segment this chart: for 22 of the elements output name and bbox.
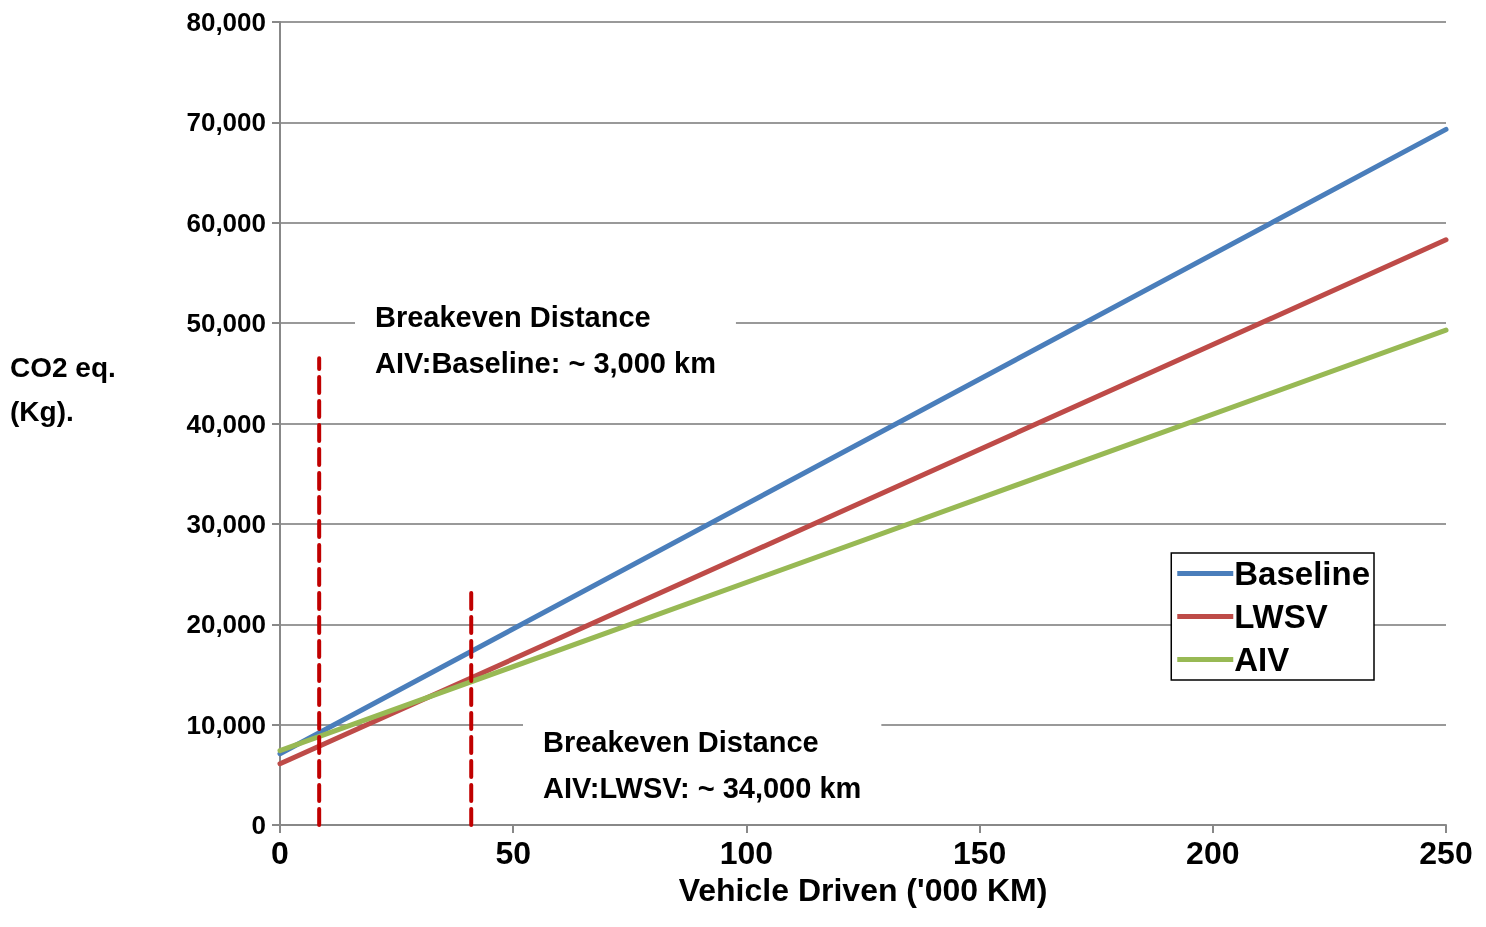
y-tick-label: 50,000 <box>186 308 266 339</box>
y-tick-label: 30,000 <box>186 508 266 539</box>
y-tick-label: 40,000 <box>186 408 266 439</box>
annotation: Breakeven Distance AIV:Baseline: ~ 3,000 km <box>375 301 716 379</box>
x-tick-label: 150 <box>952 835 1007 871</box>
x-tick-label: 100 <box>719 835 774 871</box>
y-axis-title: CO2 eq. (Kg). <box>10 351 124 427</box>
x-tick-label: 50 <box>495 835 531 871</box>
y-tick-label: 70,000 <box>186 107 266 138</box>
x-tick-label: 200 <box>1186 835 1240 871</box>
legend-label: AIV <box>1234 641 1290 678</box>
x-tick-label: 0 <box>271 835 289 871</box>
y-tick-label: 60,000 <box>186 207 266 238</box>
x-tick-label: 250 <box>1419 835 1473 871</box>
y-tick-label: 80,000 <box>186 7 266 37</box>
x-axis-title: Vehicle Driven ('000 KM) <box>678 871 1048 908</box>
legend-label: LWSV <box>1234 598 1328 635</box>
y-tick-label: 20,000 <box>186 609 266 640</box>
legend-label: Baseline <box>1234 555 1371 592</box>
y-tick-label: 10,000 <box>186 709 266 740</box>
y-tick-label: 0 <box>251 810 266 840</box>
annotation: Breakeven Distance AIV:LWSV: ~ 34,000 km <box>543 726 862 804</box>
